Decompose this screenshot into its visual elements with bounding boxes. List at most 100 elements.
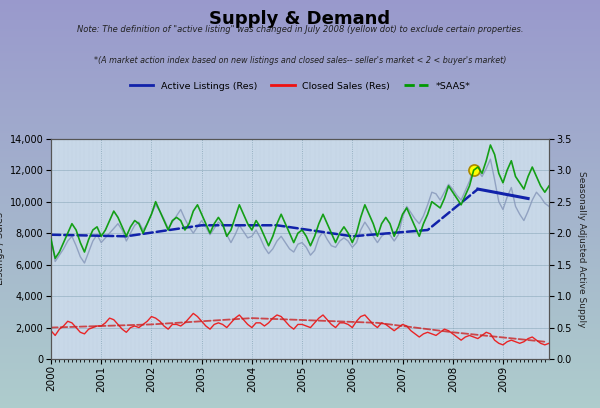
Bar: [0, 49, 600, 51]
Y-axis label: Listings / Sales: Listings / Sales: [0, 213, 5, 285]
Bar: [0, 165, 600, 167]
Bar: [0, 151, 600, 153]
Bar: [0, 8, 600, 10]
Bar: [0, 157, 600, 159]
Bar: [0, 198, 600, 200]
Bar: [0, 396, 600, 398]
Bar: [0, 100, 600, 102]
Bar: [0, 275, 600, 277]
Bar: [0, 241, 600, 243]
Bar: [0, 318, 600, 320]
Bar: [0, 210, 600, 212]
Bar: [0, 20, 600, 22]
Bar: [0, 143, 600, 145]
Bar: [0, 63, 600, 65]
Bar: [0, 71, 600, 73]
Bar: [0, 259, 600, 261]
Bar: [0, 249, 600, 251]
Bar: [0, 384, 600, 386]
Bar: [0, 345, 600, 347]
Bar: [0, 333, 600, 335]
Bar: [0, 108, 600, 110]
Bar: [0, 392, 600, 394]
Bar: [0, 347, 600, 349]
Bar: [0, 279, 600, 282]
Bar: [0, 328, 600, 330]
Bar: [0, 337, 600, 339]
Text: *(A market action index based on new listings and closed sales-- seller's market: *(A market action index based on new lis…: [94, 56, 506, 65]
Bar: [0, 43, 600, 45]
Bar: [0, 296, 600, 298]
Bar: [0, 41, 600, 43]
Bar: [0, 163, 600, 165]
Bar: [0, 316, 600, 318]
Bar: [0, 4, 600, 6]
Bar: [0, 302, 600, 304]
Legend: Active Listings (Res), Closed Sales (Res), *SAAS*: Active Listings (Res), Closed Sales (Res…: [130, 82, 470, 91]
Bar: [0, 377, 600, 379]
Text: Note: The definition of "active listing" was changed in July 2008 (yellow dot) t: Note: The definition of "active listing"…: [77, 25, 523, 34]
Bar: [0, 343, 600, 345]
Bar: [0, 394, 600, 396]
Bar: [0, 45, 600, 47]
Bar: [0, 335, 600, 337]
Bar: [0, 365, 600, 367]
Bar: [0, 404, 600, 406]
Bar: [0, 304, 600, 306]
Bar: [0, 159, 600, 161]
Bar: [0, 371, 600, 373]
Bar: [0, 402, 600, 404]
Bar: [0, 10, 600, 12]
Bar: [0, 22, 600, 24]
Bar: [0, 137, 600, 139]
Bar: [0, 84, 600, 86]
Bar: [0, 294, 600, 296]
Bar: [0, 206, 600, 208]
Bar: [0, 247, 600, 249]
Bar: [0, 290, 600, 292]
Bar: [0, 135, 600, 137]
Bar: [0, 231, 600, 233]
Bar: [0, 133, 600, 135]
Bar: [0, 186, 600, 188]
Bar: [0, 96, 600, 98]
Bar: [0, 82, 600, 84]
Bar: [0, 90, 600, 92]
Bar: [0, 120, 600, 122]
Bar: [0, 226, 600, 228]
Bar: [0, 265, 600, 267]
Bar: [0, 149, 600, 151]
Bar: [0, 237, 600, 239]
Bar: [0, 102, 600, 104]
Bar: [0, 320, 600, 322]
Bar: [0, 29, 600, 31]
Bar: [0, 216, 600, 218]
Bar: [0, 222, 600, 224]
Bar: [0, 381, 600, 384]
Bar: [0, 24, 600, 27]
Bar: [0, 310, 600, 312]
Bar: [0, 94, 600, 96]
Bar: [0, 153, 600, 155]
Bar: [0, 6, 600, 8]
Bar: [0, 116, 600, 118]
Bar: [0, 139, 600, 141]
Bar: [0, 98, 600, 100]
Bar: [0, 324, 600, 326]
Bar: [0, 180, 600, 182]
Bar: [0, 359, 600, 361]
Bar: [0, 314, 600, 316]
Bar: [0, 33, 600, 35]
Bar: [0, 173, 600, 175]
Bar: [0, 245, 600, 247]
Bar: [0, 141, 600, 143]
Bar: [0, 110, 600, 112]
Bar: [0, 67, 600, 69]
Bar: [0, 388, 600, 390]
Bar: [0, 351, 600, 353]
Bar: [0, 255, 600, 257]
Bar: [0, 251, 600, 253]
Bar: [0, 2, 600, 4]
Bar: [0, 16, 600, 18]
Bar: [0, 14, 600, 16]
